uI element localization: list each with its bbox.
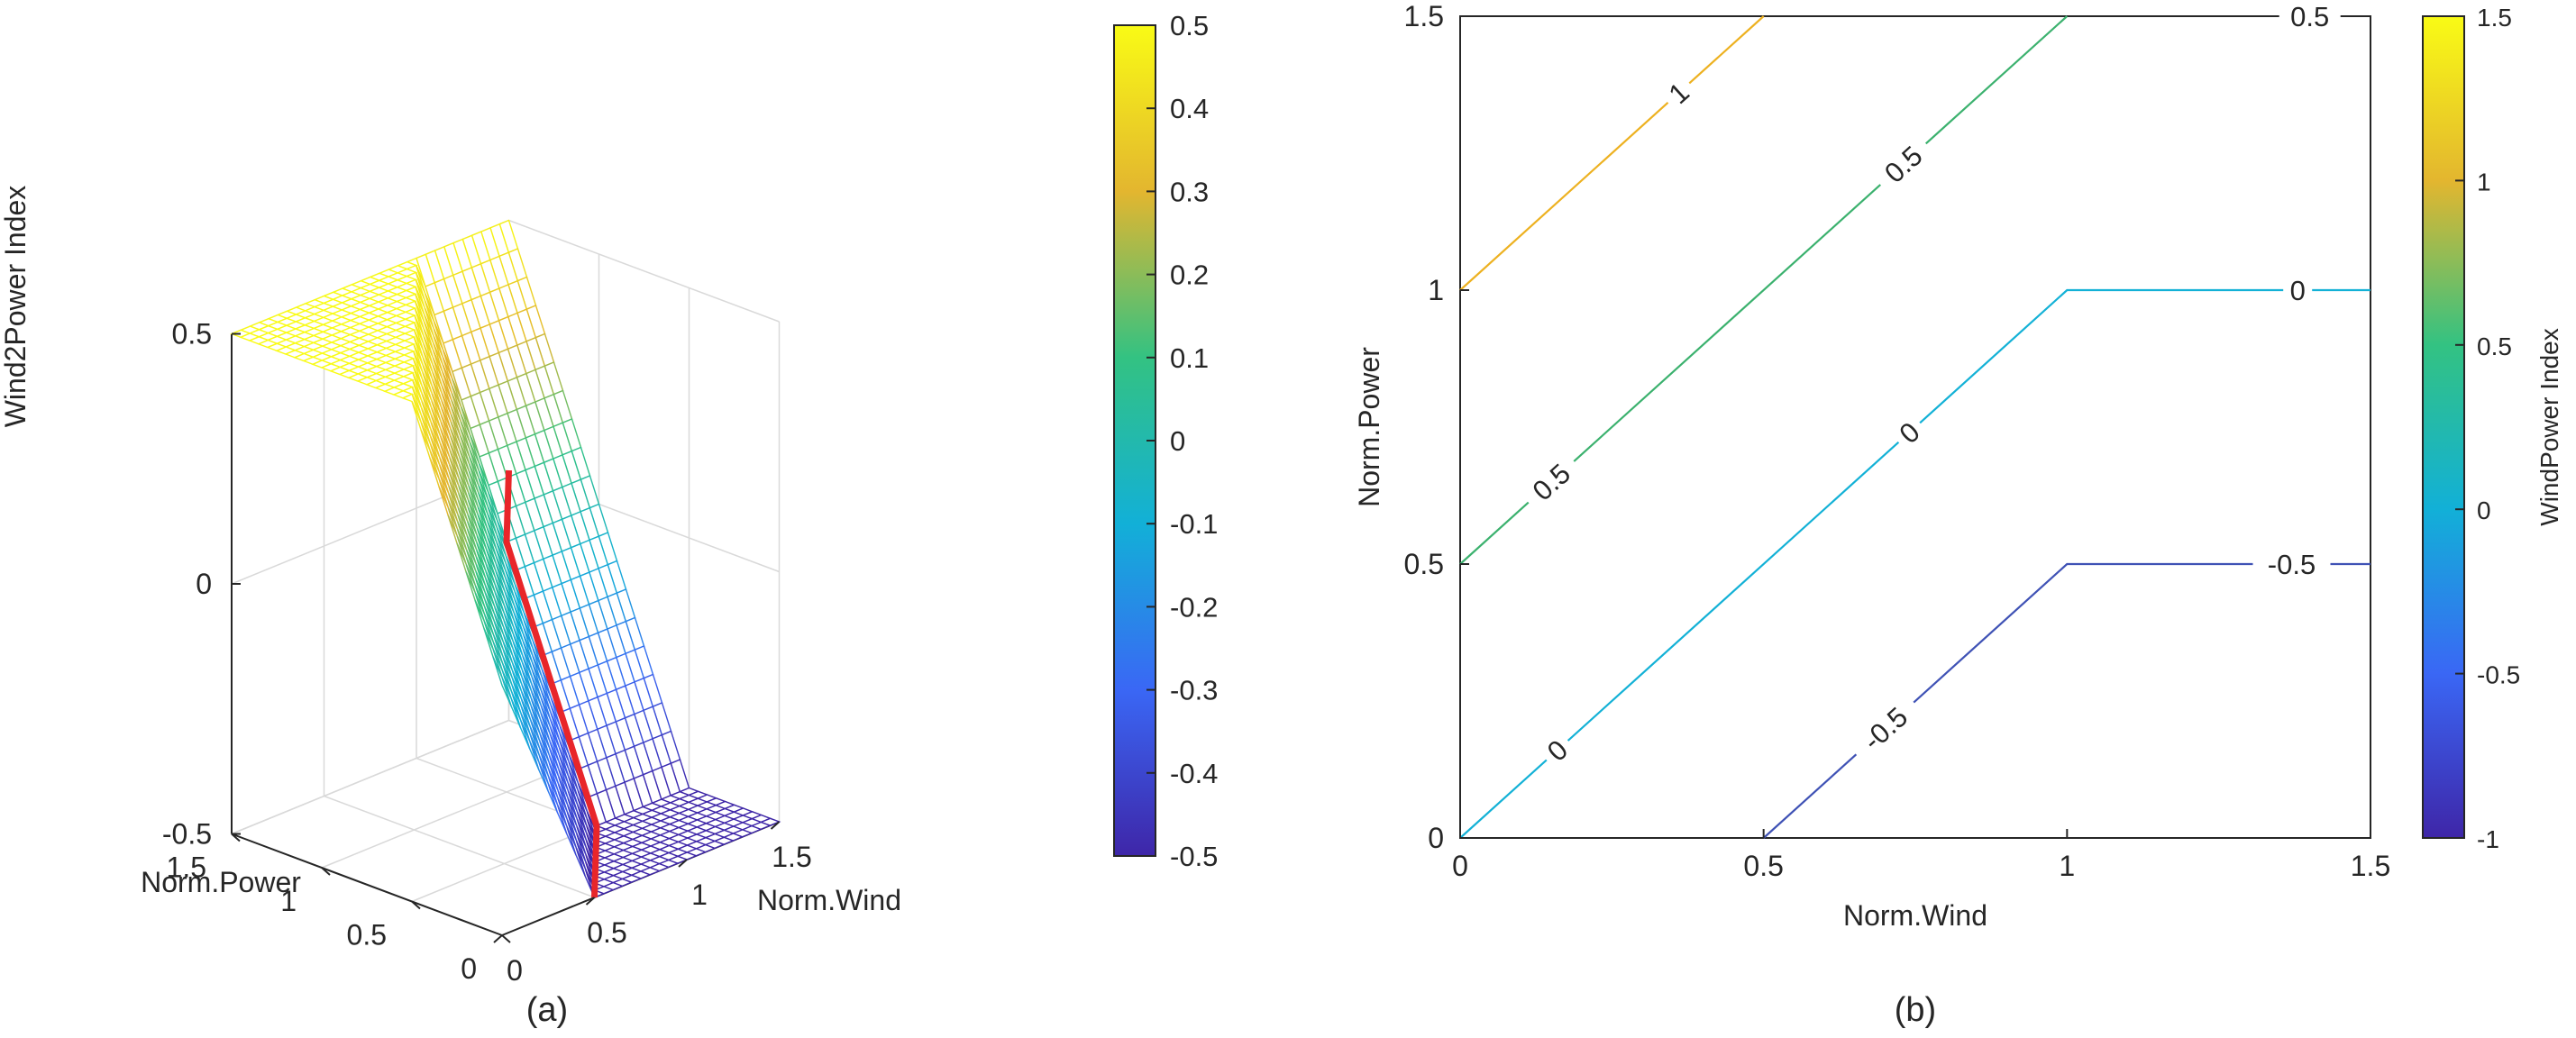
y-tick-label-b: 0.5 [1404,548,1444,580]
contour-label-bg [2279,0,2341,32]
colorbar-tick-label: -0.1 [1170,508,1218,540]
y-tick-label: 0.5 [347,919,387,952]
x-tick-label-b: 1 [2059,850,2075,882]
y-tick [231,833,241,842]
colorbar-tick-label: 0.3 [1170,176,1209,207]
y-tick-label-b: 1.5 [1404,0,1444,32]
y-tick-label: 1 [280,885,297,917]
contour-label-bg [2283,274,2313,306]
contour-label-bg [1517,449,1585,514]
contour-label-bg [1845,690,1925,767]
y-axis-line [231,833,503,936]
y-tick-label: 0 [461,952,477,985]
x-tick-label-b: 0.5 [1743,850,1783,882]
colorbar-b-tick-label: 0.5 [2477,332,2512,360]
caption-a: (a) [526,991,568,1029]
colorbar-b-tick-label: 0 [2477,496,2491,524]
contour-label-bg [1887,411,1932,455]
contour-label-text: -0.5 [2268,549,2316,580]
y-tick-label: 1.5 [167,851,206,884]
y-axis-label: Norm.Power [141,866,301,898]
contour-label-text: 0.5 [2290,1,2329,32]
surface-plot-panel: 00.511.500.511.5-0.500.5 Wind2Power Inde… [0,10,1218,987]
grid-line [231,719,509,835]
contour-label-bg [1535,728,1579,772]
colorbar-tick-label: 0.1 [1170,342,1209,374]
axis-ticks-3d: 00.511.500.511.5-0.500.5 [162,318,812,988]
x-tick-label: 1 [691,879,708,911]
colorbar-tick-label: 0.2 [1170,260,1209,291]
colorbar-b-tick-label: 1.5 [2477,4,2512,32]
y-tick [501,934,511,943]
highlight-line [503,469,600,898]
contour-label: -0.5 [2252,548,2331,580]
contour-line [1459,15,1765,291]
grid-line [324,795,595,898]
x-tick [770,821,781,830]
colorbar-tick-label: -0.5 [1170,841,1218,872]
colorbar-b-ticks: 1.5 1 0.5 0 -0.5 -1 [2455,4,2520,853]
x-tick-label: 0 [507,954,523,987]
contour-label-bg [1869,132,1937,197]
z-tick-label: 0.5 [172,318,212,351]
colorbar-b-tick-label: -0.5 [2477,661,2520,689]
colorbar-tick-label: -0.2 [1170,591,1218,623]
colorbar-b-label: WindPower Index [2535,328,2563,525]
colorbar-tick-label: 0.4 [1170,93,1209,124]
colorbar-b-tick-label: -1 [2477,825,2499,853]
contour-label-bg [2252,548,2331,580]
x-tick-label-b: 0 [1452,850,1468,882]
y-tick-label-b: 0 [1428,822,1444,854]
x-axis-label: Norm.Wind [757,884,901,916]
surface-mesh [230,219,781,898]
z-tick-label: 0 [196,568,212,600]
x-tick [585,897,596,906]
highlight-path [503,469,600,898]
colorbar-tick-label: 0 [1170,425,1185,457]
caption-b: (b) [1895,991,1936,1029]
y-tick [321,867,331,876]
contour-axis-ticks: 0 0.5 1 1.5 0 0.5 1 1.5 [1404,0,2391,882]
colorbar-b-tick-label: 1 [2477,168,2491,196]
z-axis-label: Wind2Power Index [0,186,32,428]
colorbar-tick-label: -0.3 [1170,675,1218,706]
colorbar-a-ticks: 0.5 0.4 0.3 0.2 0.1 0 -0.1 -0.2 -0.3 -0.4 -0.5 [1146,10,1218,872]
z-tick-label: -0.5 [162,818,212,851]
y-tick [411,900,421,910]
colorbar-tick-label: -0.4 [1170,758,1218,789]
x-axis-label-b: Norm.Wind [1843,899,1987,932]
y-axis-label-b: Norm.Power [1353,347,1385,507]
x-tick-label-b: 1.5 [2351,850,2390,882]
x-tick [493,934,503,943]
contour-line [1459,288,2370,839]
colorbar-tick-label: 0.5 [1170,10,1209,41]
x-tick-label: 0.5 [587,916,626,949]
x-tick-label: 1.5 [772,841,811,873]
colorbar-b [2422,15,2465,839]
y-tick-label-b: 1 [1428,274,1444,306]
contour-label: 0 [2283,274,2313,306]
contour-label-text: 0 [2290,275,2306,306]
grid-line [508,219,780,323]
x-tick [678,859,688,868]
contour-label-bg [1657,71,1701,115]
contour-label: 0.5 [2279,0,2341,32]
